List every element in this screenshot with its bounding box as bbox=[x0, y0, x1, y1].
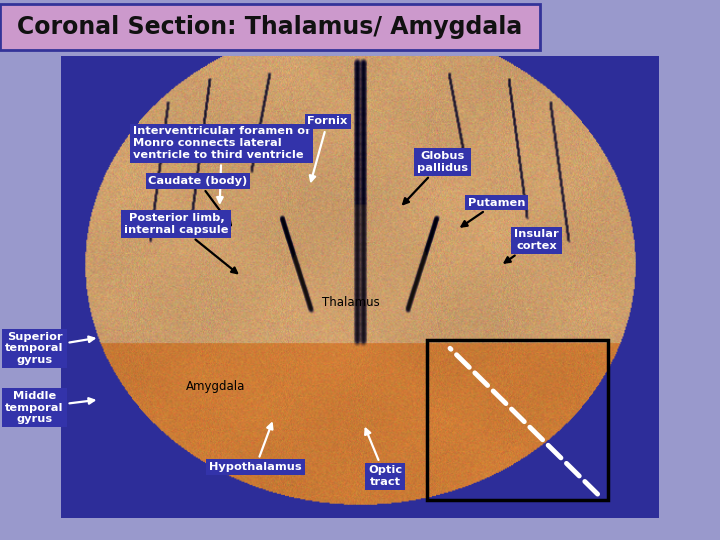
Text: Coronal Section: Thalamus/ Amygdala: Coronal Section: Thalamus/ Amygdala bbox=[17, 15, 523, 39]
Text: Posterior limb,
internal capsule: Posterior limb, internal capsule bbox=[124, 213, 237, 273]
Text: Optic
tract: Optic tract bbox=[365, 429, 402, 487]
Text: Caudate (body): Caudate (body) bbox=[148, 176, 248, 225]
Text: Thalamus: Thalamus bbox=[323, 296, 380, 309]
Text: Insular
cortex: Insular cortex bbox=[505, 230, 559, 262]
Text: Fornix: Fornix bbox=[307, 117, 348, 181]
Text: Superior
temporal
gyrus: Superior temporal gyrus bbox=[5, 332, 94, 365]
Text: Interventricular foramen of
Monro connects lateral
ventricle to third ventricle: Interventricular foramen of Monro connec… bbox=[133, 126, 310, 202]
Text: Middle
temporal
gyrus: Middle temporal gyrus bbox=[5, 391, 94, 424]
FancyBboxPatch shape bbox=[61, 57, 659, 518]
FancyBboxPatch shape bbox=[0, 4, 540, 50]
Text: Hypothalamus: Hypothalamus bbox=[210, 423, 302, 472]
Text: Amygdala: Amygdala bbox=[186, 380, 246, 393]
Text: Globus
pallidus: Globus pallidus bbox=[403, 151, 468, 204]
Text: Putamen: Putamen bbox=[462, 198, 526, 227]
